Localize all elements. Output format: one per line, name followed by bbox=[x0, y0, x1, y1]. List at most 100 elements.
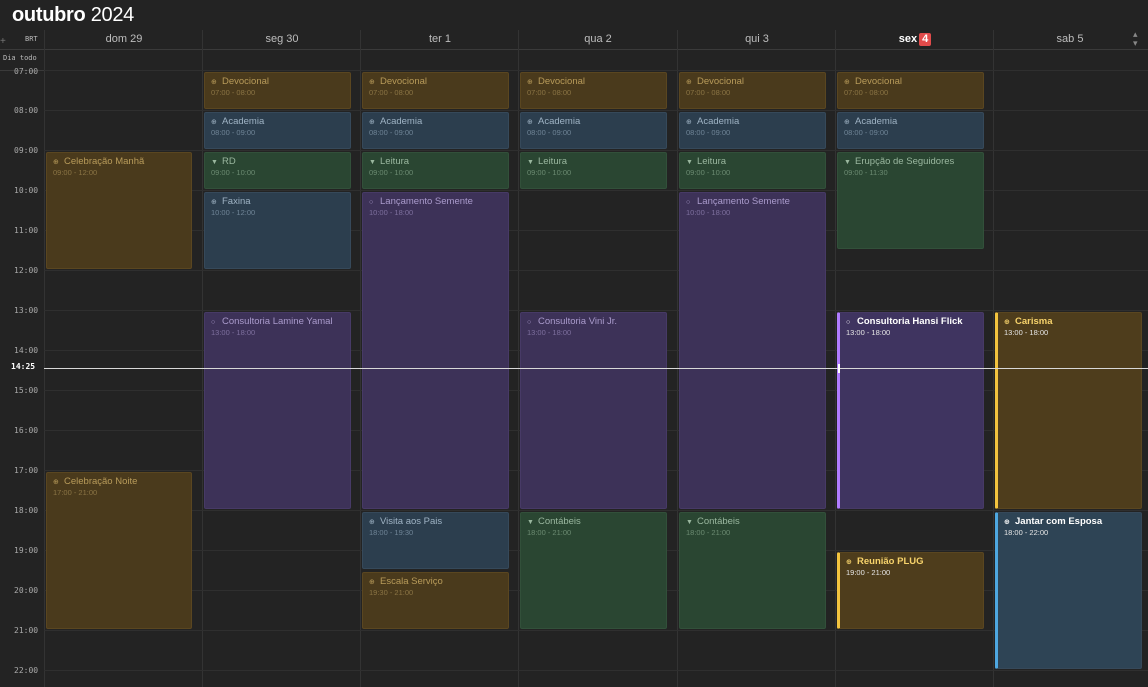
bookmark-icon: ▼ bbox=[527, 519, 534, 526]
event-ter-leitura[interactable]: ▼ Leitura 09:00 - 10:00 bbox=[362, 152, 509, 189]
event-time: 08:00 - 09:00 bbox=[369, 128, 414, 137]
globe-icon: ⊕ bbox=[53, 159, 59, 166]
event-title: Devocional bbox=[222, 76, 269, 87]
col-sep bbox=[835, 30, 836, 687]
event-sab-carisma[interactable]: ⊕ Carisma 13:00 - 18:00 bbox=[995, 312, 1142, 509]
event-qua-contabeis[interactable]: ▼ Contábeis 18:00 - 21:00 bbox=[520, 512, 667, 629]
globe-icon: ⊕ bbox=[211, 199, 217, 206]
globe-icon: ⊕ bbox=[846, 559, 852, 566]
current-time-marker bbox=[838, 364, 840, 373]
day-header-sex-today[interactable]: sex 4 bbox=[837, 31, 993, 49]
event-title: Contábeis bbox=[538, 516, 581, 527]
event-sex-reuniao[interactable]: ⊕ Reunião PLUG 19:00 - 21:00 bbox=[837, 552, 984, 629]
month-title: outubro 2024 bbox=[12, 4, 134, 27]
col-sep bbox=[44, 30, 45, 687]
event-time: 10:00 - 12:00 bbox=[211, 208, 256, 217]
bookmark-icon: ▼ bbox=[686, 159, 693, 166]
day-header-seg[interactable]: seg 30 bbox=[265, 33, 299, 45]
event-ter-visita[interactable]: ⊕ Visita aos Pais 18:00 - 19:30 bbox=[362, 512, 509, 569]
event-title: Escala Serviço bbox=[380, 576, 443, 587]
event-celebracao-noite[interactable]: ⊕ Celebração Noite 17:00 - 21:00 bbox=[46, 472, 192, 629]
time-label: 09:00 bbox=[14, 146, 39, 155]
day-header-ter[interactable]: ter 1 bbox=[428, 33, 451, 45]
globe-icon: ⊕ bbox=[527, 119, 533, 126]
event-qua-consultoria[interactable]: ○ Consultoria Vini Jr. 13:00 - 18:00 bbox=[520, 312, 667, 509]
event-qui-lancamento[interactable]: ○ Lançamento Semente 10:00 - 18:00 bbox=[679, 192, 826, 509]
current-time-line bbox=[44, 368, 1148, 369]
circle-icon: ○ bbox=[369, 199, 374, 206]
event-title: Visita aos Pais bbox=[380, 516, 443, 527]
day-header-dom[interactable]: dom 29 bbox=[105, 33, 143, 45]
event-seg-academia[interactable]: ⊕ Academia 08:00 - 09:00 bbox=[204, 112, 351, 149]
col-sep bbox=[677, 30, 678, 687]
month-name: outubro bbox=[12, 4, 86, 26]
col-sep bbox=[202, 30, 203, 687]
event-time: 07:00 - 08:00 bbox=[844, 88, 889, 97]
col-sep bbox=[518, 30, 519, 687]
globe-icon: ⊕ bbox=[1004, 519, 1010, 526]
event-sex-devocional[interactable]: ⊕ Devocional 07:00 - 08:00 bbox=[837, 72, 984, 109]
event-title: Devocional bbox=[855, 76, 902, 87]
globe-icon: ⊕ bbox=[369, 519, 375, 526]
globe-icon: ⊕ bbox=[369, 119, 375, 126]
event-sab-jantar[interactable]: ⊕ Jantar com Esposa 18:00 - 22:00 bbox=[995, 512, 1142, 669]
event-time: 19:00 - 21:00 bbox=[846, 568, 891, 577]
current-time-label: 14:25 bbox=[11, 362, 36, 371]
col-sep bbox=[993, 30, 994, 687]
event-title: Academia bbox=[538, 116, 581, 127]
event-title: Carisma bbox=[1015, 316, 1053, 327]
time-label: 07:00 bbox=[14, 67, 39, 76]
event-sex-erupcao[interactable]: ▼ Erupção de Seguidores 09:00 - 11:30 bbox=[837, 152, 984, 249]
event-time: 08:00 - 09:00 bbox=[844, 128, 889, 137]
event-title: Devocional bbox=[538, 76, 585, 87]
event-ter-academia[interactable]: ⊕ Academia 08:00 - 09:00 bbox=[362, 112, 509, 149]
event-title: Devocional bbox=[380, 76, 427, 87]
scroll-updown-icon[interactable]: ▴ ▾ bbox=[1133, 29, 1138, 48]
event-time: 07:00 - 08:00 bbox=[211, 88, 256, 97]
event-sex-consultoria[interactable]: ○ Consultoria Hansi Flick 13:00 - 18:00 bbox=[837, 312, 984, 509]
event-title: Jantar com Esposa bbox=[1015, 516, 1103, 527]
event-seg-devocional[interactable]: ⊕ Devocional 07:00 - 08:00 bbox=[204, 72, 351, 109]
event-time: 13:00 - 18:00 bbox=[846, 328, 891, 337]
event-qua-academia[interactable]: ⊕ Academia 08:00 - 09:00 bbox=[520, 112, 667, 149]
event-qui-devocional[interactable]: ⊕ Devocional 07:00 - 08:00 bbox=[679, 72, 826, 109]
day-header-sab[interactable]: sab 5 bbox=[1056, 33, 1084, 45]
event-qua-leitura[interactable]: ▼ Leitura 09:00 - 10:00 bbox=[520, 152, 667, 189]
time-label: 13:00 bbox=[14, 306, 39, 315]
hour-line bbox=[44, 150, 1148, 151]
time-label: 21:00 bbox=[14, 626, 39, 635]
event-time: 13:00 - 18:00 bbox=[211, 328, 256, 337]
event-seg-consultoria[interactable]: ○ Consultoria Lamine Yamal 13:00 - 18:00 bbox=[204, 312, 351, 509]
event-qui-leitura[interactable]: ▼ Leitura 09:00 - 10:00 bbox=[679, 152, 826, 189]
event-qui-academia[interactable]: ⊕ Academia 08:00 - 09:00 bbox=[679, 112, 826, 149]
event-title: Leitura bbox=[697, 156, 727, 167]
globe-icon: ⊕ bbox=[686, 79, 692, 86]
globe-icon: ⊕ bbox=[369, 579, 375, 586]
add-icon[interactable]: + bbox=[0, 36, 6, 47]
event-ter-escala[interactable]: ⊕ Escala Serviço 19:30 - 21:00 bbox=[362, 572, 509, 629]
day-header-sex-label: sex bbox=[898, 33, 918, 45]
hour-line bbox=[44, 70, 1148, 71]
event-time: 09:00 - 10:00 bbox=[369, 168, 414, 177]
hour-line bbox=[44, 110, 1148, 111]
event-time: 10:00 - 18:00 bbox=[686, 208, 731, 217]
time-label: 08:00 bbox=[14, 106, 39, 115]
bookmark-icon: ▼ bbox=[686, 519, 693, 526]
event-ter-lancamento[interactable]: ○ Lançamento Semente 10:00 - 18:00 bbox=[362, 192, 509, 509]
time-label: 17:00 bbox=[14, 466, 39, 475]
day-header-qua[interactable]: qua 2 bbox=[584, 33, 612, 45]
event-title: Consultoria Hansi Flick bbox=[857, 316, 963, 327]
event-seg-faxina[interactable]: ⊕ Faxina 10:00 - 12:00 bbox=[204, 192, 351, 269]
day-header-qui[interactable]: qui 3 bbox=[745, 33, 769, 45]
globe-icon: ⊕ bbox=[211, 79, 217, 86]
event-qui-contabeis[interactable]: ▼ Contábeis 18:00 - 21:00 bbox=[679, 512, 826, 629]
time-label: 16:00 bbox=[14, 426, 39, 435]
event-ter-devocional[interactable]: ⊕ Devocional 07:00 - 08:00 bbox=[362, 72, 509, 109]
event-sex-academia[interactable]: ⊕ Academia 08:00 - 09:00 bbox=[837, 112, 984, 149]
event-title: Reunião PLUG bbox=[857, 556, 924, 567]
event-celebracao-manha[interactable]: ⊕ Celebração Manhã 09:00 - 12:00 bbox=[46, 152, 192, 269]
event-time: 09:00 - 10:00 bbox=[686, 168, 731, 177]
globe-icon: ⊕ bbox=[686, 119, 692, 126]
event-qua-devocional[interactable]: ⊕ Devocional 07:00 - 08:00 bbox=[520, 72, 667, 109]
event-seg-rd[interactable]: ▼ RD 09:00 - 10:00 bbox=[204, 152, 351, 189]
